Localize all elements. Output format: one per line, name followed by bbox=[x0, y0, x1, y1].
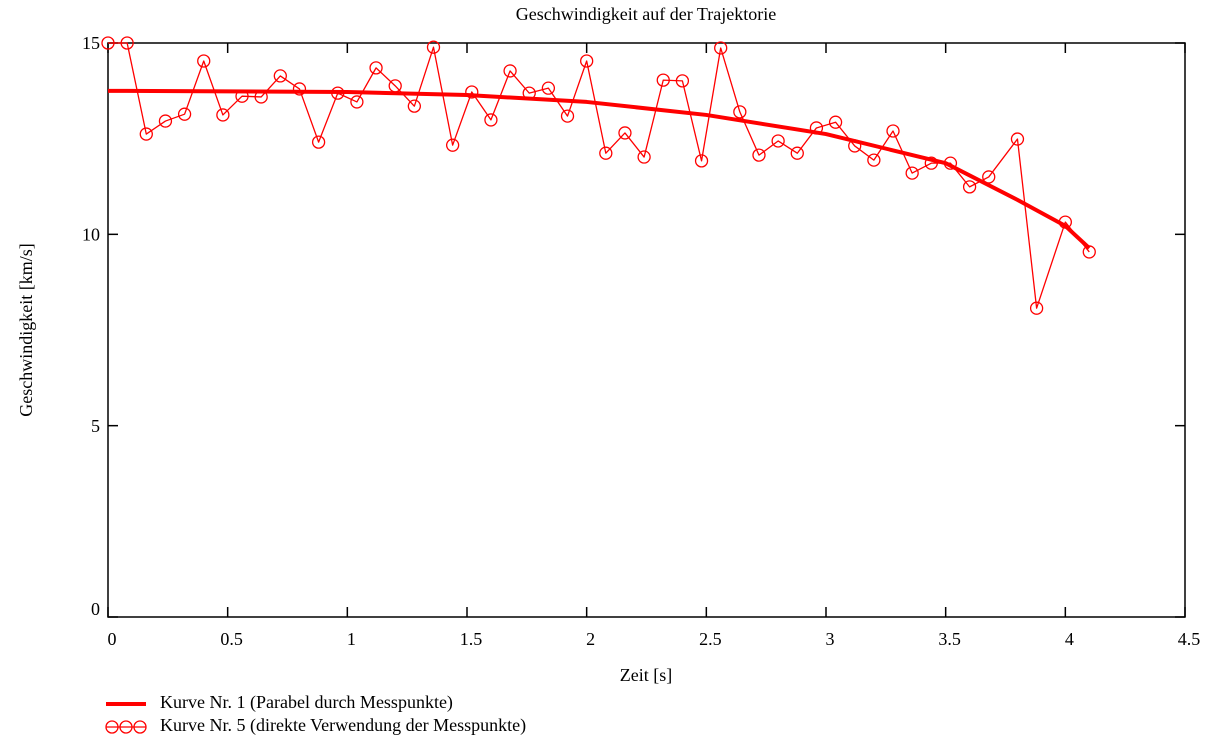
data-point bbox=[407, 99, 421, 113]
data-point bbox=[101, 36, 115, 50]
data-point bbox=[580, 54, 594, 68]
data-point bbox=[943, 156, 958, 170]
legend-label: Kurve Nr. 1 (Parabel durch Messpunkte) bbox=[160, 692, 453, 713]
data-point bbox=[982, 170, 996, 184]
data-point bbox=[752, 148, 766, 162]
data-point bbox=[618, 126, 632, 140]
data-point bbox=[599, 146, 613, 160]
data-point bbox=[331, 86, 345, 100]
data-point bbox=[771, 134, 785, 148]
data-point bbox=[311, 135, 326, 149]
data-point bbox=[216, 108, 230, 122]
y-tick-label: 15 bbox=[82, 33, 100, 53]
data-point bbox=[426, 40, 441, 54]
data-point bbox=[714, 41, 728, 55]
data-point bbox=[465, 85, 479, 99]
data-point bbox=[675, 74, 690, 88]
y-axis-label: Geschwindigkeit [km/s] bbox=[16, 243, 36, 416]
data-point bbox=[388, 79, 402, 93]
data-point bbox=[694, 154, 709, 168]
data-point bbox=[235, 89, 249, 103]
series-line bbox=[107, 88, 1091, 250]
x-tick-label: 3.5 bbox=[938, 629, 961, 649]
data-point bbox=[637, 150, 651, 164]
y-tick-label: 10 bbox=[82, 224, 100, 244]
data-point bbox=[522, 86, 536, 100]
data-point bbox=[828, 115, 843, 129]
data-point bbox=[177, 107, 192, 121]
x-tick-label: 4 bbox=[1065, 629, 1074, 649]
series-line bbox=[108, 42, 1090, 309]
data-point bbox=[350, 95, 364, 109]
y-tick-label: 5 bbox=[91, 416, 100, 436]
data-point bbox=[962, 180, 977, 194]
x-tick-label: 2 bbox=[586, 629, 595, 649]
data-point bbox=[541, 81, 556, 95]
plot-frame bbox=[107, 42, 1186, 618]
x-tick-label: 0.5 bbox=[220, 629, 243, 649]
data-point bbox=[790, 146, 804, 160]
data-point bbox=[158, 114, 173, 128]
data-point bbox=[924, 156, 938, 170]
data-point bbox=[503, 64, 517, 78]
x-tick-label: 2.5 bbox=[699, 629, 722, 649]
legend-label: Kurve Nr. 5 (direkte Verwendung der Mess… bbox=[160, 715, 526, 736]
x-tick-label: 1 bbox=[347, 629, 356, 649]
data-point bbox=[139, 127, 153, 141]
x-tick-label: 0 bbox=[108, 629, 117, 649]
data-point bbox=[484, 113, 498, 127]
chart-title: Geschwindigkeit auf der Trajektorie bbox=[516, 4, 776, 24]
data-point bbox=[848, 139, 862, 153]
data-point bbox=[254, 90, 268, 104]
y-tick-label: 0 bbox=[91, 599, 100, 619]
data-point bbox=[1029, 301, 1044, 315]
x-axis-label: Zeit [s] bbox=[620, 665, 672, 685]
data-point bbox=[369, 61, 383, 75]
data-point bbox=[809, 121, 824, 135]
data-point bbox=[886, 124, 900, 138]
x-tick-label: 3 bbox=[826, 629, 835, 649]
data-point bbox=[197, 54, 211, 68]
x-tick-label: 4.5 bbox=[1178, 629, 1201, 649]
data-point bbox=[1058, 215, 1072, 229]
data-point bbox=[560, 109, 575, 123]
data-point bbox=[905, 166, 919, 180]
data-point bbox=[656, 73, 670, 87]
data-point bbox=[292, 82, 307, 96]
data-point bbox=[1010, 132, 1025, 146]
data-point bbox=[733, 105, 747, 119]
data-point bbox=[273, 69, 287, 83]
data-point bbox=[120, 36, 134, 50]
data-point bbox=[867, 153, 881, 167]
data-point bbox=[445, 138, 460, 152]
x-tick-label: 1.5 bbox=[460, 629, 483, 649]
data-point bbox=[1082, 245, 1096, 259]
